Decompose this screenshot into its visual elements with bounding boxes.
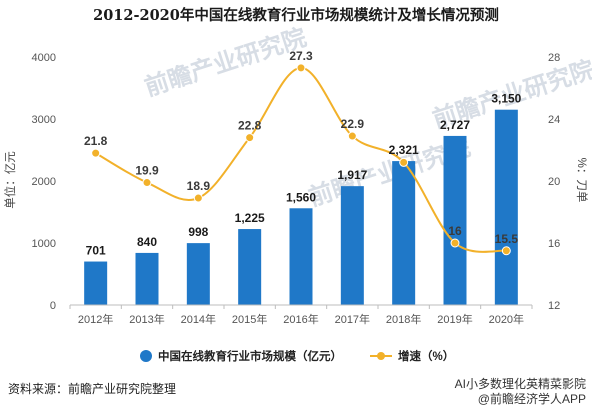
- growth-value-label: 16: [448, 224, 462, 238]
- y-left-tick-label: 1000: [32, 238, 56, 250]
- y-right-tick-label: 24: [548, 114, 560, 126]
- bar: [135, 252, 159, 305]
- growth-value-label: 15.5: [495, 232, 519, 246]
- x-tick-label: 2020年: [489, 312, 524, 326]
- y-axis-left-ticks: 0 1000 2000 3000 4000: [32, 52, 56, 312]
- bar: [340, 186, 364, 305]
- growth-point: [91, 148, 101, 158]
- growth-point: [296, 63, 306, 73]
- x-tick-label: 2015年: [232, 312, 267, 326]
- y-axis-right-ticks: 12 16 20 24 28: [548, 52, 560, 312]
- x-tick-label: 2014年: [181, 312, 216, 326]
- growth-value-label: 18.9: [187, 179, 211, 193]
- y-left-tick-label: 2000: [32, 176, 56, 188]
- bar-value-label: 3,150: [491, 92, 521, 106]
- bar-value-label: 840: [137, 235, 157, 249]
- growth-point: [347, 131, 357, 141]
- x-axis-ticks: 2012年 2013年 2014年 2015年 2016年 2017年 2018年 2019年…: [69, 305, 533, 326]
- x-tick-label: 2016年: [283, 312, 318, 326]
- bar: [494, 109, 518, 305]
- bar-value-label: 1,225: [235, 211, 265, 225]
- bar-value-label: 998: [188, 225, 208, 239]
- brand-label: AI小多数理化英精菜影院: [455, 376, 586, 391]
- growth-value-label: 27.3: [289, 49, 313, 63]
- growth-value-label: 21.8: [84, 134, 108, 148]
- growth-point: [450, 238, 460, 248]
- bar: [289, 208, 313, 305]
- legend-line-marker: [377, 352, 385, 360]
- bar-value-label: 1,917: [337, 168, 367, 182]
- bar-value-label: 2,727: [440, 118, 470, 132]
- x-tick-label: 2019年: [437, 312, 472, 326]
- legend-line-label: 增速（%）: [398, 349, 454, 363]
- legend-bar-swatch: [140, 350, 152, 362]
- growth-point: [142, 178, 152, 188]
- y-right-tick-label: 16: [548, 238, 560, 250]
- y-left-tick-label: 0: [50, 300, 56, 312]
- bar-value-label: 1,560: [286, 190, 316, 204]
- y-right-tick-label: 12: [548, 300, 560, 312]
- y-axis-right-title: %：刀单: [575, 158, 588, 203]
- bar: [84, 261, 108, 305]
- bar: [186, 243, 210, 305]
- bar-value-label: 2,321: [389, 143, 419, 157]
- legend-bar-label: 中国在线教育行业市场规模（亿元）: [158, 349, 342, 363]
- y-right-tick-label: 20: [548, 176, 560, 188]
- x-tick-label: 2012年: [78, 312, 113, 326]
- growth-point: [245, 133, 255, 143]
- growth-value-label: 19.9: [135, 164, 159, 178]
- y-left-tick-label: 3000: [32, 114, 56, 126]
- brand-label-secondary: @前瞻经济学人APP: [478, 391, 586, 406]
- bar-value-labels: 701 840 998 1,225 1,560 1,917 2,321 2,727 3,150: [86, 92, 522, 258]
- bar: [443, 135, 467, 305]
- growth-point: [193, 193, 203, 203]
- growth-value-label: 22.9: [341, 117, 365, 131]
- line-series: [91, 63, 511, 256]
- legend: 中国在线教育行业市场规模（亿元） 增速（%）: [140, 349, 454, 363]
- y-axis-left-title: 单位：亿元: [3, 151, 17, 209]
- y-right-tick-label: 28: [548, 52, 560, 64]
- bar: [238, 229, 262, 305]
- growth-point: [399, 157, 409, 167]
- bar: [392, 161, 416, 305]
- bar-series: [84, 109, 518, 305]
- x-tick-label: 2018年: [386, 312, 421, 326]
- chart-title: 2012-2020年中国在线教育行业市场规模统计及增长情况预测: [93, 6, 499, 24]
- y-left-tick-label: 4000: [32, 52, 56, 64]
- x-tick-label: 2013年: [129, 312, 164, 326]
- watermark-left: 前瞻产业研究院: [141, 23, 309, 102]
- bar-value-label: 701: [86, 244, 106, 258]
- source-note: 资料来源：前瞻产业研究院整理: [8, 381, 176, 396]
- x-tick-label: 2017年: [335, 312, 370, 326]
- line-value-labels: 21.8 19.9 18.9 22.8 27.3 22.9 16 15.5: [84, 49, 518, 246]
- growth-point: [501, 246, 511, 256]
- growth-value-label: 22.8: [238, 119, 262, 133]
